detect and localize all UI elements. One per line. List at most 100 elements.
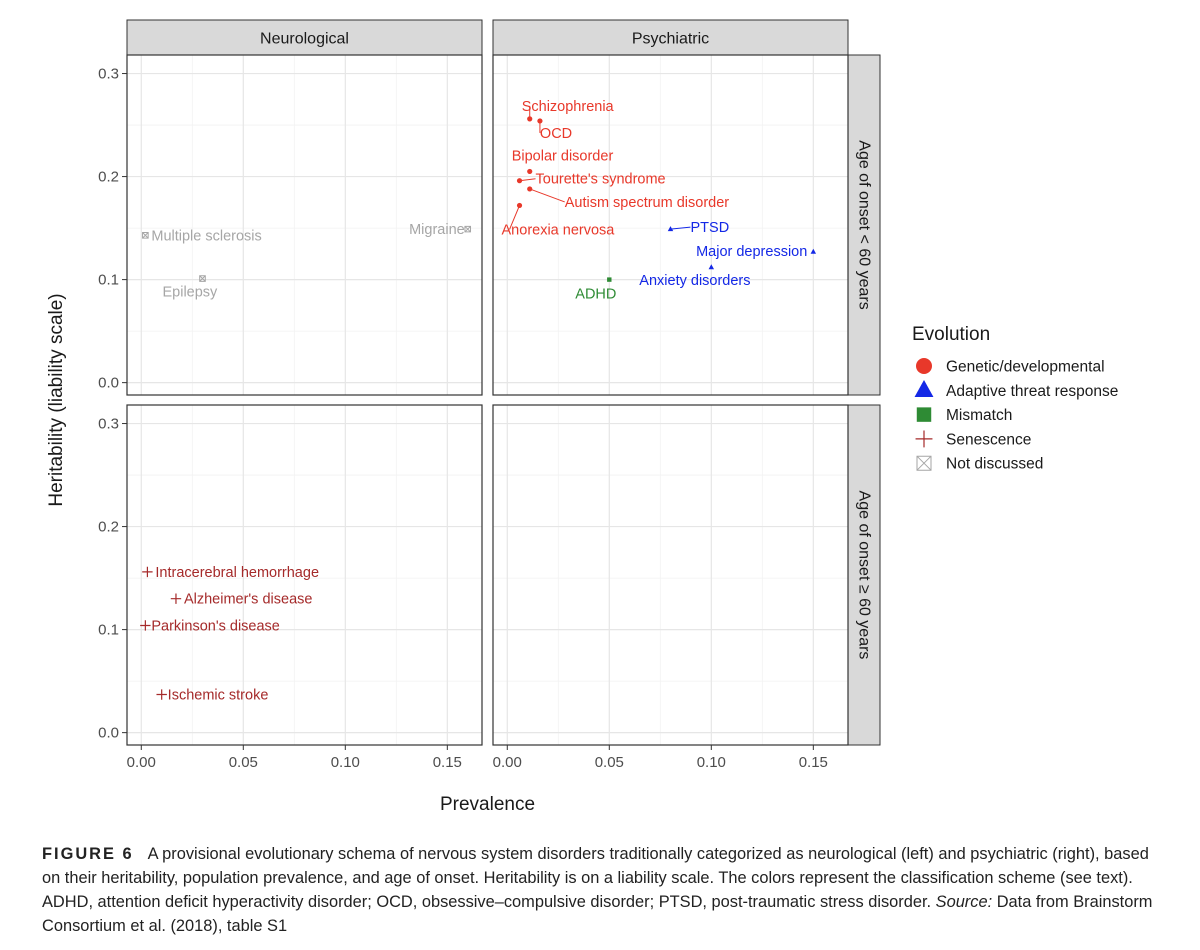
- legend-marker: [916, 455, 932, 471]
- legend-label: Senescence: [946, 431, 1031, 448]
- data-point-alzheimer-s-disease: Alzheimer's disease: [170, 592, 313, 608]
- point-label: Major depression: [696, 244, 807, 260]
- point-marker: [537, 118, 543, 124]
- point-label: Migraine: [409, 222, 465, 238]
- panel-background: [493, 405, 848, 745]
- legend-marker: [915, 430, 933, 448]
- legend-title: Evolution: [912, 324, 990, 345]
- point-label: Multiple sclerosis: [151, 228, 261, 244]
- faceted-scatter-chart: Neurological Psychiatric Age of onset < 60…: [46, 19, 1118, 815]
- legend: Evolution Genetic/developmental Adaptive t…: [912, 324, 1118, 473]
- facet-strip-row-2: [847, 404, 881, 746]
- data-point-epilepsy: Epilepsy: [162, 275, 218, 301]
- y-tick-label: 0.1: [98, 622, 119, 639]
- point-label: ADHD: [575, 287, 616, 303]
- point-marker: [140, 620, 151, 631]
- point-label: OCD: [540, 126, 572, 142]
- panel-1-2: [492, 54, 849, 396]
- x-tick-label: 0.15: [799, 754, 828, 771]
- panel-border: [492, 54, 849, 396]
- y-tick-label: 0.2: [98, 169, 119, 186]
- legend-item-senescence: Senescence: [915, 430, 1031, 448]
- data-point-major-depression: Major depression: [696, 244, 817, 260]
- label-leader-line: [509, 205, 520, 230]
- point-label: PTSD: [691, 220, 730, 236]
- data-point-multiple-sclerosis: Multiple sclerosis: [142, 228, 262, 244]
- data-point-ocd: OCD: [537, 118, 572, 142]
- y-tick-label: 0.0: [98, 375, 119, 392]
- x-tick-label: 0.05: [229, 754, 258, 771]
- y-tick-label: 0.3: [98, 66, 119, 83]
- point-label: Anorexia nervosa: [502, 222, 616, 238]
- legend-label: Not discussed: [946, 456, 1043, 473]
- facet-strip-psychiatric: [492, 19, 849, 56]
- y-tick-label: 0.3: [98, 416, 119, 433]
- point-marker: [527, 168, 533, 175]
- source-label: Source:: [935, 893, 993, 911]
- point-marker: [170, 593, 182, 604]
- legend-item-adaptive-threat-response: Adaptive threat response: [914, 379, 1118, 400]
- legend-item-genetic-developmental: Genetic/developmental: [916, 358, 1105, 376]
- point-label: Ischemic stroke: [168, 688, 269, 704]
- point-label: Epilepsy: [162, 285, 218, 301]
- point-marker: [516, 202, 523, 209]
- data-point-autism-spectrum-disorder: Autism spectrum disorder: [527, 186, 729, 211]
- point-marker: [667, 226, 674, 232]
- data-point-anorexia-nervosa: Anorexia nervosa: [502, 202, 616, 238]
- data-point-intracerebral-hemorrhage: Intracerebral hemorrhage: [142, 565, 319, 581]
- panel-2-1: [126, 404, 483, 746]
- point-label: Anxiety disorders: [639, 273, 750, 289]
- facet-label-row-1: Age of onset < 60 years: [856, 140, 873, 309]
- legend-item-not-discussed: Not discussed: [916, 455, 1043, 473]
- data-point-migraine: Migraine: [409, 222, 472, 238]
- point-marker: [142, 566, 153, 578]
- label-leader-line: [529, 188, 565, 203]
- point-marker: [156, 689, 167, 700]
- point-label: Parkinson's disease: [151, 618, 280, 634]
- point-marker: [607, 277, 612, 282]
- panel-border: [492, 404, 849, 746]
- x-tick-label: 0.00: [493, 754, 522, 771]
- point-label: Alzheimer's disease: [184, 592, 313, 608]
- facet-label-neurological: Neurological: [260, 31, 349, 48]
- panel-2-2: [492, 404, 849, 746]
- panel-background: [127, 55, 482, 395]
- x-axis-title: Prevalence: [440, 794, 535, 815]
- legend-marker: [916, 358, 932, 374]
- data-point-schizophrenia: Schizophrenia: [522, 99, 615, 122]
- legend-marker: [916, 407, 932, 422]
- panel-border: [126, 404, 483, 746]
- y-axis-title: Heritability (liability scale): [46, 293, 67, 506]
- point-marker: [199, 275, 206, 282]
- point-marker: [527, 186, 533, 192]
- data-point-ischemic-stroke: Ischemic stroke: [156, 688, 268, 704]
- facet-label-row-2: Age of onset ≥ 60 years: [856, 491, 873, 660]
- legend-label: Adaptive threat response: [946, 383, 1118, 400]
- point-marker: [464, 225, 472, 233]
- x-tick-label: 0.15: [433, 754, 462, 771]
- x-tick-label: 0.00: [127, 754, 156, 771]
- caption-text: A provisional evolutionary schema of ner…: [42, 845, 1149, 911]
- panel-border: [126, 54, 483, 396]
- y-tick-label: 0.1: [98, 272, 119, 289]
- point-label: Autism spectrum disorder: [565, 195, 730, 211]
- panel-background: [127, 405, 482, 745]
- point-marker: [527, 116, 533, 122]
- point-label: Intracerebral hemorrhage: [155, 565, 319, 581]
- x-tick-label: 0.10: [331, 754, 360, 771]
- label-leader-line: [519, 178, 536, 182]
- point-marker: [708, 264, 715, 270]
- point-label: Tourette's syndrome: [536, 172, 666, 188]
- x-tick-label: 0.05: [595, 754, 624, 771]
- point-marker: [810, 248, 817, 254]
- panel-1-1: [126, 54, 483, 396]
- point-label: Schizophrenia: [522, 99, 615, 115]
- data-point-ptsd: PTSD: [667, 220, 730, 236]
- data-point-adhd: ADHD: [575, 277, 616, 303]
- label-leader-line: [670, 226, 691, 230]
- facet-strip-neurological: [126, 19, 483, 56]
- panel-background: [493, 55, 848, 395]
- legend-label: Mismatch: [946, 407, 1012, 424]
- data-point-parkinson-s-disease: Parkinson's disease: [140, 618, 280, 634]
- x-tick-label: 0.10: [697, 754, 726, 771]
